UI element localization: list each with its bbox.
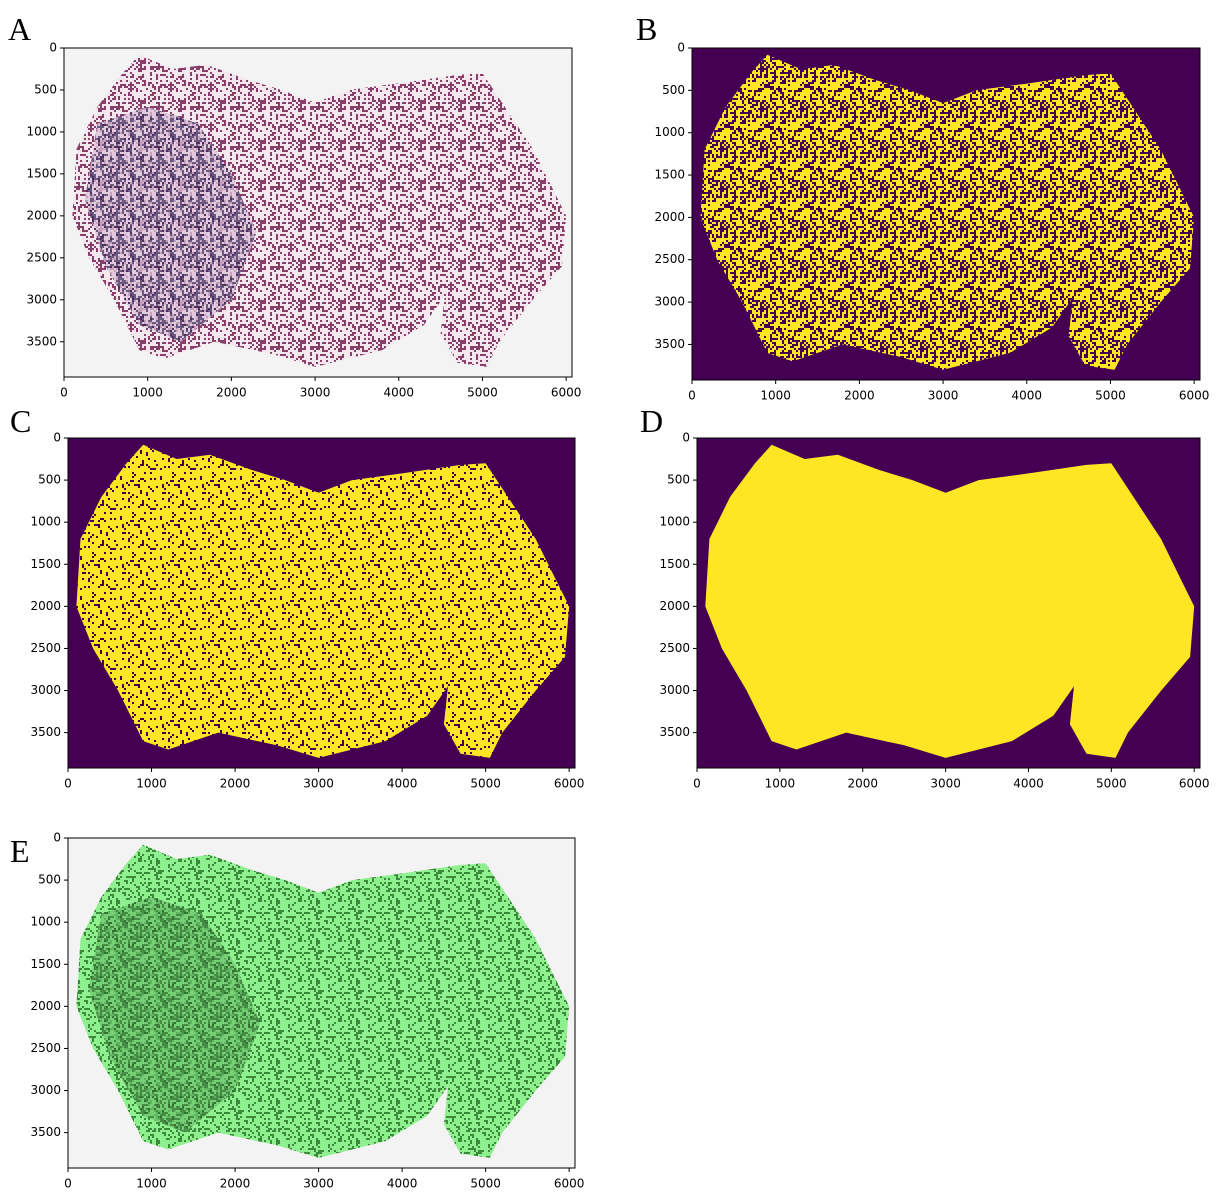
x-tick-label: 6000	[1179, 389, 1210, 403]
panel-label: C	[10, 403, 31, 439]
y-tick-label: 3500	[26, 334, 57, 348]
y-tick-label: 3000	[30, 1083, 61, 1097]
y-tick-label: 3000	[659, 683, 690, 697]
x-tick-label: 1000	[132, 386, 163, 400]
y-tick-label: 3500	[654, 337, 685, 351]
y-tick-label: 0	[677, 41, 685, 55]
x-tick-label: 4000	[1011, 389, 1042, 403]
x-tick-label: 1000	[765, 777, 796, 791]
image	[697, 438, 1200, 768]
panel-label: A	[8, 11, 31, 47]
panel: C 0 1000 2000 3000 4000 5000 6000 0 500 1000 1500 20…	[10, 403, 584, 791]
panel-label: E	[10, 833, 30, 869]
y-tick-label: 500	[667, 473, 690, 487]
figure: A010002000300040005000600005001000150020…	[0, 0, 1219, 1203]
y-tick-label: 2000	[654, 210, 685, 224]
y-tick-label: 1500	[26, 166, 57, 180]
y-tick-label: 1000	[659, 515, 690, 529]
x-tick-label: 3000	[303, 1177, 334, 1191]
x-tick-label: 1000	[136, 777, 167, 791]
panel-label: B	[636, 11, 657, 47]
x-tick-label: 0	[60, 386, 68, 400]
tissue	[700, 55, 1194, 370]
x-tick-label: 0	[64, 1177, 72, 1191]
x-tick-label: 5000	[470, 777, 501, 791]
y-tick-label: 2500	[654, 252, 685, 266]
x-tick-label: 0	[688, 389, 696, 403]
y-tick-label: 2000	[26, 208, 57, 222]
y-tick-label: 2500	[30, 641, 61, 655]
x-tick-label: 6000	[554, 777, 585, 791]
x-tick-label: 3000	[930, 777, 961, 791]
x-tick-label: 5000	[1095, 389, 1126, 403]
x-tick-label: 4000	[387, 1177, 418, 1191]
image	[692, 48, 1200, 380]
x-tick-label: 0	[64, 777, 72, 791]
y-tick-label: 0	[49, 41, 57, 55]
y-tick-label: 0	[53, 831, 61, 845]
y-tick-label: 0	[53, 431, 61, 445]
x-tick-label: 2000	[216, 386, 247, 400]
y-tick-label: 2500	[26, 250, 57, 264]
y-tick-label: 2000	[659, 599, 690, 613]
y-tick-label: 1000	[654, 125, 685, 139]
x-tick-label: 1000	[760, 389, 791, 403]
x-tick-label: 4000	[383, 386, 414, 400]
y-tick-label: 1500	[654, 168, 685, 182]
x-tick-label: 4000	[387, 777, 418, 791]
y-tick-label: 1000	[30, 515, 61, 529]
y-tick-label: 3500	[659, 725, 690, 739]
y-tick-label: 3000	[30, 683, 61, 697]
x-tick-label: 2000	[844, 389, 875, 403]
y-tick-label: 3000	[26, 292, 57, 306]
x-tick-label: 6000	[554, 1177, 585, 1191]
x-tick-label: 5000	[467, 386, 498, 400]
y-tick-label: 1000	[26, 124, 57, 138]
image	[64, 48, 572, 377]
image	[68, 438, 575, 768]
x-tick-label: 3000	[300, 386, 331, 400]
y-tick-label: 3000	[654, 295, 685, 309]
y-tick-label: 500	[662, 83, 685, 97]
x-tick-label: 6000	[1179, 777, 1210, 791]
tissue	[705, 445, 1194, 758]
x-tick-label: 2000	[220, 1177, 251, 1191]
panel: E 0 1000 2000 3000 4000 5000 6000 0 500 1000 1500 20…	[10, 831, 584, 1191]
y-tick-label: 2000	[30, 599, 61, 613]
x-tick-label: 6000	[551, 386, 582, 400]
y-tick-label: 2500	[30, 1041, 61, 1055]
panel: D 0 1000 2000 3000 4000 5000 6000 0 500 1000 1500 20…	[640, 403, 1209, 791]
y-tick-label: 0	[682, 431, 690, 445]
tissue	[76, 445, 569, 758]
panel: B 0 1000 2000 3000 4000 5000 6000 0 500 1000 1500 20…	[636, 11, 1209, 403]
y-tick-label: 500	[34, 82, 57, 96]
x-tick-label: 1000	[136, 1177, 167, 1191]
x-tick-label: 5000	[470, 1177, 501, 1191]
y-tick-label: 1500	[30, 557, 61, 571]
y-tick-label: 2000	[30, 999, 61, 1013]
y-tick-label: 3500	[30, 1125, 61, 1139]
y-tick-label: 500	[38, 873, 61, 887]
x-tick-label: 3000	[303, 777, 334, 791]
x-tick-label: 3000	[928, 389, 959, 403]
y-tick-label: 1500	[30, 957, 61, 971]
image	[68, 838, 575, 1168]
y-tick-label: 500	[38, 473, 61, 487]
x-tick-label: 2000	[847, 777, 878, 791]
x-tick-label: 4000	[1013, 777, 1044, 791]
y-tick-label: 1000	[30, 915, 61, 929]
x-tick-label: 0	[693, 777, 701, 791]
x-tick-label: 2000	[220, 777, 251, 791]
panel-label: D	[640, 403, 663, 439]
x-tick-label: 5000	[1096, 777, 1127, 791]
y-tick-label: 1500	[659, 557, 690, 571]
y-tick-label: 3500	[30, 725, 61, 739]
y-tick-label: 2500	[659, 641, 690, 655]
panel: A 0 1000 2000 3000 4000 5000 6000 0 500 1000 1500 20…	[8, 11, 581, 400]
